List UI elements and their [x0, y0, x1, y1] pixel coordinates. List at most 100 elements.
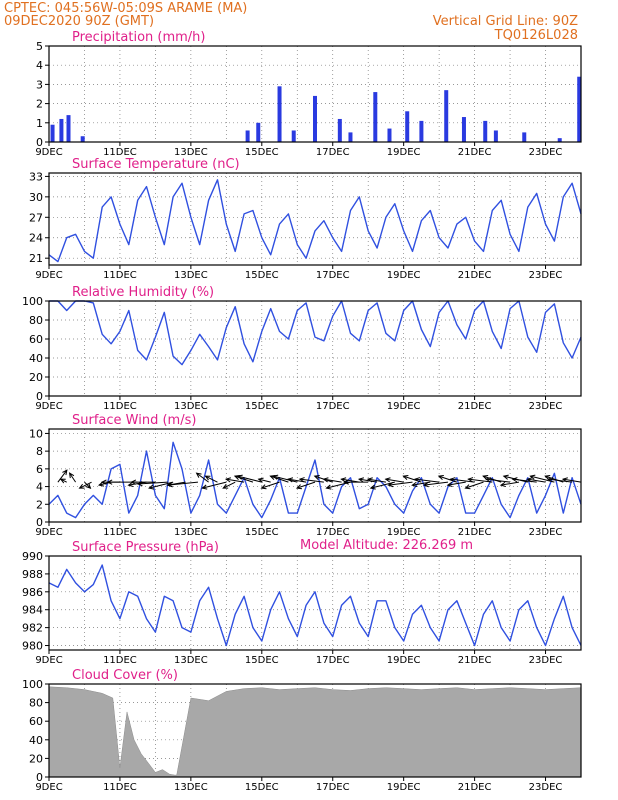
x-tick-label: 9DEC [35, 270, 62, 281]
wind-arrow-shaft [385, 478, 404, 483]
x-tick-label: 11DEC [103, 527, 137, 538]
y-tick-label: 30 [29, 191, 43, 204]
precipitation-panel: 0 1 2 3 4 5 9DEC 11DEC 13DEC 15DEC 17DEC 19DEC 21DEC… [35, 30, 582, 158]
x-tick-label: 17DEC [316, 527, 350, 538]
wind-arrow [449, 477, 475, 483]
wind-arrow [413, 477, 440, 483]
wind-arrow [384, 477, 404, 483]
y-tick-label: 100 [22, 295, 43, 308]
wind-arrow-head [529, 474, 536, 480]
x-tick-label: 17DEC [316, 270, 350, 281]
y-tick-label: 80 [29, 697, 43, 710]
model-altitude: Model Altitude: 226.269 m [300, 538, 473, 553]
x-tick-label: 13DEC [174, 527, 208, 538]
wind-arrow-shaft [57, 469, 68, 483]
wind-arrow-shaft [167, 481, 199, 486]
panel-frame [48, 555, 582, 651]
precip-bar [557, 138, 562, 142]
wind-arrow-head [195, 472, 202, 478]
surface-pressure-line [48, 564, 582, 647]
precip-bar [277, 86, 282, 142]
wind-arrow-shaft [367, 478, 387, 483]
x-tick-label: 11DEC [103, 782, 137, 793]
x-tick-label: 13DEC [174, 401, 208, 412]
wind-arrow [166, 481, 199, 488]
surface-temperature-line [48, 179, 582, 263]
wind-arrow-head [322, 477, 329, 483]
wind-arrow-shaft [468, 478, 493, 483]
x-tick-label: 9DEC [35, 401, 62, 412]
wind-arrow-shaft [261, 481, 280, 489]
wind-arrow-head [204, 475, 211, 481]
x-tick-label: 19DEC [387, 655, 421, 666]
wind-arrow-head [384, 477, 391, 483]
wind-arrow-head [127, 481, 134, 488]
wind-arrow-head [224, 477, 232, 483]
y-tick-label: 982 [22, 622, 43, 635]
wind-arrow-head [526, 477, 533, 483]
wind-arrow [257, 477, 271, 483]
wind-arrow [195, 472, 209, 483]
wind-arrow-shaft [323, 478, 342, 483]
precip-bar [256, 122, 261, 142]
wind-arrow-head [106, 479, 113, 485]
x-tick-label: 21DEC [458, 270, 492, 281]
y-tick-label: 988 [22, 568, 43, 581]
precipitation-title: Precipitation (mm/h) [72, 30, 205, 45]
wind-arrow-head [286, 477, 294, 483]
wind-arrow-head [340, 477, 347, 483]
surface-temperature-panel: 21 24 27 30 33 9DEC 11DEC 13DEC 15DEC 17DEC 19DEC 2… [29, 157, 582, 281]
wind-arrow-head [413, 477, 421, 483]
wind-arrow-head [97, 481, 105, 487]
wind-arrow [78, 481, 92, 489]
wind-arrow-head [68, 472, 75, 479]
wind-arrow [201, 481, 227, 490]
y-tick-label: 2 [36, 498, 43, 511]
y-tick-label: 980 [22, 640, 43, 653]
wind-arrow-shaft [149, 481, 174, 489]
wind-arrow-head [130, 479, 137, 485]
wind-arrow-head [62, 469, 68, 476]
precip-bar [461, 117, 466, 142]
x-tick-label: 9DEC [35, 655, 62, 666]
x-tick-label: 19DEC [387, 147, 421, 158]
panel-frame [48, 45, 582, 143]
wind-arrow-shaft [512, 478, 537, 483]
precip-bar [373, 92, 378, 142]
wind-arrow [464, 481, 484, 490]
x-tick-label: 17DEC [316, 655, 350, 666]
relative-humidity-line [49, 300, 582, 366]
wind-arrow-head [387, 482, 394, 488]
x-tick-label: 19DEC [387, 401, 421, 412]
precip-bar [493, 130, 498, 142]
x-tick-label: 23DEC [529, 270, 563, 281]
wind-arrow-head [446, 481, 453, 488]
x-tick-label: 21DEC [458, 655, 492, 666]
wind-arrow [84, 481, 92, 489]
wind-arrow-head [257, 477, 264, 483]
y-tick-label: 4 [36, 481, 43, 494]
wind-arrow-shaft [423, 481, 449, 486]
wind-arrow [387, 481, 413, 488]
wind-arrow-head [357, 477, 365, 483]
y-tick-label: 1 [36, 117, 43, 130]
y-tick-label: 21 [29, 252, 43, 265]
wind-arrow-shaft [450, 478, 475, 483]
wind-arrow-head [484, 477, 491, 483]
wind-arrow [295, 481, 316, 490]
y-tick-label: 0 [36, 516, 43, 529]
panel-frame [48, 172, 582, 266]
x-tick-label: 15DEC [245, 782, 279, 793]
header-location: CPTEC: 045:56W-05:09S ARAME (MA) [4, 1, 247, 16]
wind-arrow-head [59, 478, 66, 484]
wind-arrow [136, 481, 168, 487]
x-tick-label: 11DEC [103, 147, 137, 158]
wind-arrow [204, 475, 218, 483]
x-tick-label: 23DEC [529, 147, 563, 158]
wind-arrow-shaft [299, 478, 324, 483]
x-tick-label: 9DEC [35, 782, 62, 793]
y-tick-label: 24 [29, 232, 43, 245]
wind-arrow [343, 479, 369, 485]
wind-arrow-head [85, 483, 92, 489]
wind-arrow-head [411, 481, 418, 488]
